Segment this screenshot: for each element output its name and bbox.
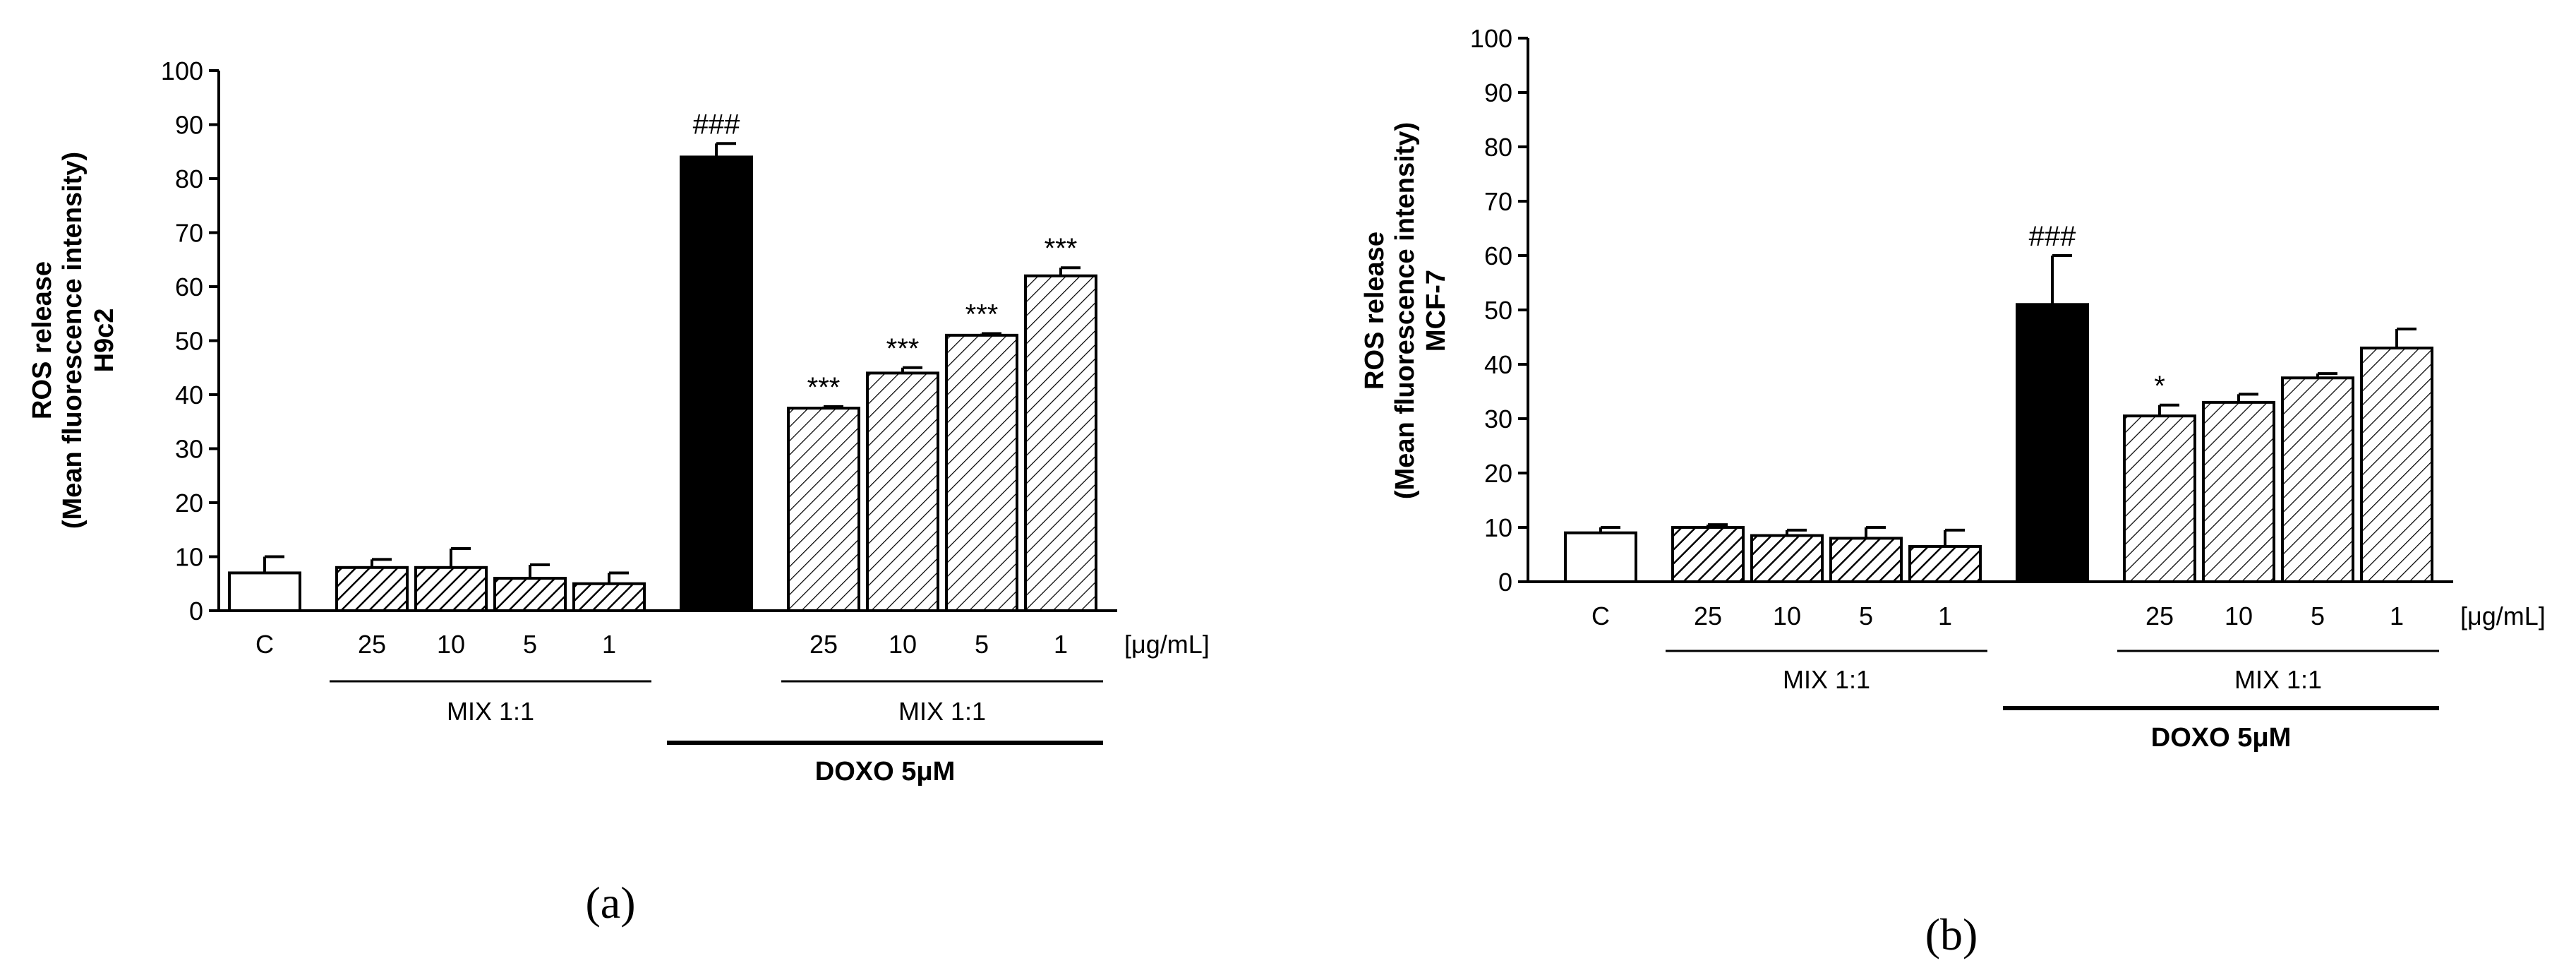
x-tick-label: 1 [1054, 630, 1068, 659]
significance-label: ### [693, 109, 740, 140]
x-tick-label: 5 [1859, 602, 1873, 630]
x-tick-label: 25 [358, 630, 386, 659]
bar [787, 407, 860, 612]
group-label: MIX 1:1 [2234, 665, 2322, 694]
y-tick-label: 60 [175, 273, 203, 301]
y-axis-label: ROS release [28, 261, 57, 419]
bar [1750, 534, 1824, 583]
y-tick-label: 30 [175, 435, 203, 464]
bar [2123, 414, 2196, 584]
y-tick-label: 70 [175, 219, 203, 248]
y-axis-label: (Mean fluorescence intensity) [58, 152, 88, 529]
y-tick-label: 10 [175, 543, 203, 572]
y-axis-label: (Mean fluorescence intensity) [1390, 122, 1420, 499]
chart-panel-a: 0 10 20 30 40 50 60 70 80 90 100 ROS release (Mean f… [28, 56, 1210, 928]
significance-label: *** [807, 372, 841, 403]
bar [2016, 303, 2089, 583]
y-tick-label: 100 [161, 56, 203, 85]
x-tick-label: 5 [523, 630, 537, 659]
doxo-label: DOXO 5μM [2151, 723, 2292, 753]
x-tick-label: 1 [2390, 602, 2404, 630]
bar [1829, 537, 1903, 584]
x-tick-label: 10 [2225, 602, 2253, 630]
bar [335, 566, 409, 612]
x-tick-label: 10 [437, 630, 465, 659]
y-tick-label: 100 [1470, 24, 1512, 53]
x-tick-label: 25 [1694, 602, 1722, 630]
y-tick-label: 40 [175, 381, 203, 409]
bar [572, 582, 646, 612]
significance-label: *** [965, 299, 999, 330]
bar [945, 333, 1018, 612]
y-tick-label: 90 [175, 111, 203, 140]
x-tick-label: C [1591, 602, 1610, 630]
y-tick-label: 30 [1484, 405, 1512, 433]
bar [866, 371, 939, 613]
x-tick-label: 5 [2311, 602, 2325, 630]
doxo-label: DOXO 5μM [815, 757, 956, 786]
x-tick-label: 1 [1938, 602, 1952, 630]
y-axis-label: MCF-7 [1421, 270, 1451, 352]
group-label: MIX 1:1 [447, 697, 534, 726]
unit-label: [μg/mL] [2460, 602, 2546, 630]
bar [2360, 346, 2433, 583]
panel-label: (b) [1925, 909, 1978, 959]
bar [1671, 526, 1745, 583]
y-tick-label: 10 [1484, 513, 1512, 542]
x-tick-label: 25 [809, 630, 838, 659]
bar [1024, 274, 1097, 612]
x-tick-label: 10 [889, 630, 917, 659]
y-tick-label: 50 [1484, 296, 1512, 325]
bar [680, 155, 753, 612]
significance-label: *** [1045, 233, 1078, 264]
group-label: MIX 1:1 [898, 697, 986, 726]
significance-label: ### [2029, 221, 2076, 252]
y-tick-label: 40 [1484, 350, 1512, 379]
x-tick-label: 1 [602, 630, 616, 659]
y-tick-label: 90 [1484, 78, 1512, 107]
y-tick-label: 60 [1484, 241, 1512, 270]
y-tick-label: 0 [189, 597, 203, 626]
y-tick-label: 50 [175, 327, 203, 356]
y-axis-label: H9c2 [90, 309, 119, 373]
x-tick-label: 5 [975, 630, 989, 659]
chart-panel-b: 0 10 20 30 40 50 60 70 80 90 100 ROS release (Mean f… [1360, 24, 2546, 959]
x-tick-label: C [255, 630, 274, 659]
bar [493, 577, 567, 612]
y-tick-label: 20 [175, 489, 203, 518]
significance-label: * [2154, 371, 2165, 402]
y-tick-label: 20 [1484, 459, 1512, 488]
significance-label: *** [886, 333, 920, 364]
y-tick-label: 0 [1498, 568, 1512, 597]
bar [1908, 544, 1982, 584]
bar [414, 566, 488, 612]
y-axis-label: ROS release [1360, 232, 1390, 390]
panel-label: (a) [585, 878, 635, 928]
bar [2202, 400, 2275, 584]
y-tick-label: 80 [1484, 133, 1512, 162]
bar [228, 571, 301, 613]
y-tick-label: 80 [175, 165, 203, 193]
group-label: MIX 1:1 [1783, 665, 1870, 694]
y-tick-label: 70 [1484, 187, 1512, 216]
bar [1564, 531, 1637, 584]
unit-label: [μg/mL] [1124, 630, 1210, 659]
x-tick-label: 25 [2145, 602, 2174, 630]
bar [2281, 376, 2354, 583]
x-tick-label: 10 [1773, 602, 1801, 630]
